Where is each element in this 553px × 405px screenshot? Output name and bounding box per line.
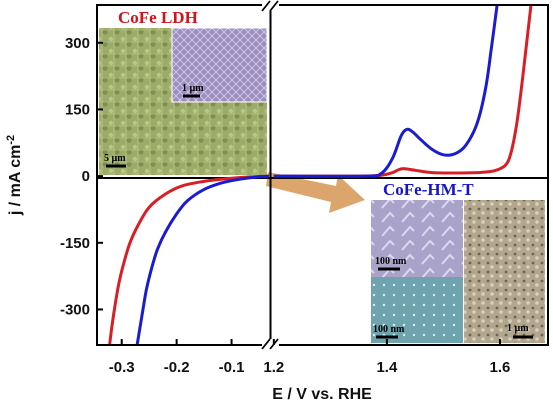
y-tick-label: 150 (65, 101, 90, 118)
sem-image-bottom-left (371, 277, 463, 343)
x-tick-label: 1.6 (490, 359, 511, 376)
y-tick-label: 300 (65, 35, 90, 52)
y-axis-label-exponent: -2 (5, 135, 17, 145)
cofe-hm-t-label: CoFe-HM-T (383, 180, 474, 199)
scale-label-1um: 1 µm (182, 83, 204, 94)
sem-image-top-left (371, 200, 463, 277)
scale-label-100nm-bottom: 100 nm (373, 324, 405, 335)
left-curve-blue (135, 174, 269, 345)
right-panel-curves (273, 5, 533, 178)
cofe-ldh-label: CoFe LDH (118, 8, 198, 27)
y-tick-label: -150 (60, 235, 90, 252)
scale-label-5um: 5 µm (104, 153, 126, 164)
sem-image-right (464, 200, 545, 343)
x-tick-label: -0.1 (219, 359, 245, 376)
x-tick-label: 1.4 (376, 359, 398, 376)
y-tick-label: 0 (82, 168, 90, 185)
scale-label-1um-right: 1 µm (507, 323, 529, 334)
x-tick-label: -0.2 (164, 359, 190, 376)
scale-label-100nm-top: 100 nm (375, 256, 407, 267)
x-axis-ticks: -0.3 -0.2 -0.1 1.2 1.4 1.6 (109, 339, 511, 376)
transformation-arrow (266, 172, 365, 213)
y-tick-label: -300 (60, 301, 90, 318)
x-axis-label: E / V vs. RHE (272, 386, 372, 403)
axis-break-top (261, 0, 279, 12)
cofe-ldh-sem-inset (99, 27, 268, 175)
x-tick-label: 1.2 (263, 359, 284, 376)
plot-frame (96, 4, 549, 346)
right-curve-red (273, 5, 533, 178)
sem-image-small (171, 27, 268, 103)
axis-break-bottom (261, 338, 279, 350)
cofe-hm-t-sem-inset (371, 200, 545, 343)
y-axis-label: j / mA cm-2 (5, 135, 24, 216)
left-curve-red (108, 174, 269, 345)
right-curve-blue (273, 5, 499, 178)
left-panel-curves (108, 174, 269, 345)
x-tick-label: -0.3 (109, 359, 135, 376)
y-axis-ticks: 300 150 0 -150 -300 (60, 35, 103, 318)
